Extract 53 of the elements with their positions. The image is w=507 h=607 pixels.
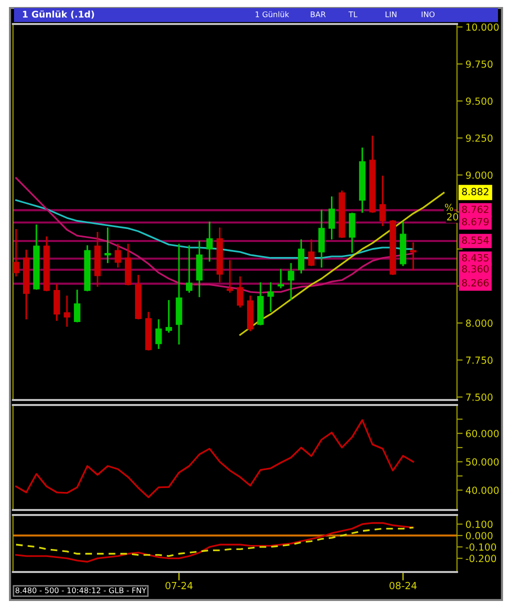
candlestick: [114, 244, 122, 268]
line-series: [15, 526, 414, 557]
candlestick: [166, 300, 172, 333]
annotation: 20: [447, 213, 458, 220]
y-tick-label: 50.000: [466, 458, 499, 466]
candlestick: [104, 228, 111, 264]
candlestick: [410, 242, 416, 270]
y-tick-label: 0.000: [466, 532, 493, 540]
candlestick: [74, 290, 80, 322]
y-tick-label: 9.500: [466, 97, 493, 105]
candlestick: [54, 284, 60, 321]
x-tick-label: 08-24: [390, 582, 417, 590]
y-tick-label: 7.500: [466, 394, 493, 401]
candlestick: [328, 196, 335, 240]
ref-line-label: 8.554: [462, 236, 489, 244]
candlestick: [267, 282, 274, 312]
x-tick-label: 07-24: [166, 582, 193, 590]
candlestick: [13, 229, 20, 276]
line-series: [15, 522, 414, 563]
y-tick-label: 10.000: [466, 23, 499, 31]
y-tick-label: 7.750: [466, 356, 493, 364]
ref-line-label: 8.762: [462, 206, 488, 214]
line-series: [15, 419, 414, 498]
y-tick-label: 9.750: [466, 60, 493, 68]
candlestick: [206, 222, 213, 262]
y-tick-label: 9.250: [466, 134, 493, 142]
ref-line-label: 8.266: [462, 279, 489, 286]
candlestick: [278, 268, 284, 288]
y-tick-label: -0.100: [466, 543, 496, 551]
ref-line-label: 8.360: [462, 265, 489, 273]
candlestick: [288, 263, 294, 300]
candlestick: [155, 319, 162, 349]
line-series: [239, 192, 445, 336]
ref-line-label: 8.679: [462, 218, 489, 226]
y-tick-label: -0.200: [466, 554, 496, 562]
y-tick-label: 9.000: [466, 171, 493, 179]
y-tick-label: 8.000: [466, 320, 493, 327]
candlestick: [64, 296, 70, 327]
annotation: 8.882: [462, 188, 488, 196]
candlestick: [298, 239, 304, 274]
candlestick: [318, 210, 325, 268]
candlestick: [186, 245, 192, 293]
candlestick: [348, 212, 356, 253]
y-tick-label: 0.100: [466, 520, 493, 528]
chart-title: 1 Günlük (.1d): [23, 10, 94, 19]
annotation: %: [444, 204, 454, 212]
candlestick: [308, 239, 315, 266]
y-tick-label: 60.000: [466, 430, 499, 438]
y-tick-label: 40.000: [466, 486, 499, 494]
candlestick: [236, 276, 244, 308]
candlestick: [379, 176, 386, 226]
candlestick: [226, 260, 234, 293]
ref-line-label: 8.435: [462, 254, 488, 262]
